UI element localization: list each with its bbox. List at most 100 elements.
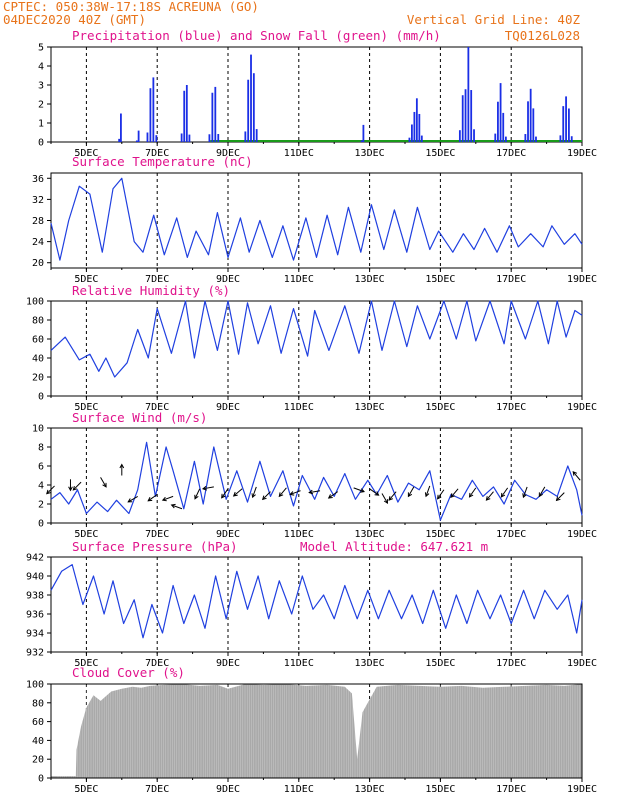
- temperature-series-line: [51, 178, 582, 260]
- humidity-x-tick-label: 13DEC: [355, 402, 385, 413]
- pressure-y-tick-label: 936: [26, 610, 44, 621]
- precipitation-bar: [209, 134, 211, 142]
- temperature-y-tick-label: 20: [32, 258, 44, 269]
- cloud-title: Cloud Cover (%): [72, 665, 185, 680]
- precipitation-bar: [118, 139, 120, 142]
- temperature-x-tick-label: 19DEC: [567, 274, 597, 285]
- precipitation-plot: 5DEC 7DEC 9DEC 11DEC 13DEC 15DEC 17DEC 19DEC012…: [38, 43, 597, 160]
- temperature-y-tick-label: 36: [32, 174, 44, 185]
- precipitation-bar: [217, 134, 219, 142]
- humidity-x-tick-label: 9DEC: [216, 402, 240, 413]
- pressure-y-tick-label: 934: [26, 629, 44, 640]
- precipitation-bar: [500, 83, 502, 142]
- temperature-x-tick-label: 13DEC: [355, 274, 385, 285]
- precipitation-y-tick-label: 0: [38, 138, 44, 149]
- humidity-y-tick-label: 20: [32, 373, 44, 384]
- precipitation-bar: [568, 108, 570, 142]
- precipitation-bar: [416, 98, 418, 142]
- precipitation-bar: [411, 124, 413, 142]
- cloud-y-tick-label: 80: [32, 698, 44, 709]
- precipitation-bar: [181, 133, 183, 142]
- cloud-x-tick-label: 19DEC: [567, 784, 597, 795]
- precipitation-bar: [505, 137, 507, 142]
- pressure-y-tick-label: 938: [26, 591, 44, 602]
- cloud-y-tick-label: 0: [38, 774, 44, 785]
- precipitation-bar: [183, 91, 185, 142]
- precipitation-x-tick-label: 11DEC: [284, 148, 314, 159]
- precipitation-y-tick-label: 5: [38, 43, 44, 54]
- pressure-model-altitude: Model Altitude: 647.621 m: [300, 539, 488, 554]
- humidity-panel: Relative Humidity (%) 5DEC 7DEC 9DEC 11DEC 1…: [26, 283, 597, 413]
- cloud-y-tick-label: 40: [32, 736, 44, 747]
- precipitation-bar: [138, 131, 140, 142]
- temperature-x-tick-label: 15DEC: [425, 274, 455, 285]
- precipitation-x-tick-label: 13DEC: [355, 148, 385, 159]
- humidity-x-tick-label: 15DEC: [425, 402, 455, 413]
- wind-y-tick-label: 8: [38, 443, 44, 454]
- wind-y-tick-label: 2: [38, 500, 44, 511]
- humidity-y-tick-label: 80: [32, 316, 44, 327]
- precipitation-y-tick-label: 3: [38, 81, 44, 92]
- humidity-y-tick-label: 100: [26, 297, 44, 308]
- temperature-y-tick-label: 28: [32, 216, 44, 227]
- pressure-x-tick-label: 15DEC: [425, 658, 455, 669]
- cloud-x-tick-label: 17DEC: [496, 784, 526, 795]
- humidity-y-tick-label: 0: [38, 392, 44, 403]
- precipitation-bar: [535, 137, 537, 142]
- wind-x-tick-label: 17DEC: [496, 529, 526, 540]
- precipitation-y-tick-label: 4: [38, 62, 44, 73]
- pressure-x-tick-label: 11DEC: [284, 658, 314, 669]
- precipitation-bar: [459, 130, 461, 142]
- wind-x-tick-label: 19DEC: [567, 529, 597, 540]
- precipitation-bar: [244, 131, 246, 142]
- precipitation-bar: [409, 138, 411, 142]
- precipitation-bar: [247, 80, 249, 142]
- humidity-y-tick-label: 60: [32, 335, 44, 346]
- cloud-plot: 5DEC 7DEC 9DEC 11DEC 13DEC 15DEC 17DEC 19DEC020…: [26, 680, 597, 796]
- cloud-y-tick-label: 60: [32, 717, 44, 728]
- wind-arrow-shaft: [263, 492, 271, 500]
- precipitation-bar: [473, 129, 475, 142]
- precipitation-bar: [560, 135, 562, 142]
- pressure-series-line: [51, 565, 582, 638]
- precipitation-bar: [494, 134, 496, 142]
- precipitation-bar: [462, 95, 464, 142]
- precipitation-bar: [502, 113, 504, 142]
- pressure-title: Surface Pressure (hPa): [72, 539, 238, 554]
- precipitation-bar: [256, 129, 258, 142]
- precipitation-bar: [186, 85, 188, 142]
- wind-arrow-shaft: [73, 482, 81, 490]
- precipitation-bar: [152, 77, 154, 142]
- humidity-x-tick-label: 11DEC: [284, 402, 314, 413]
- pressure-x-tick-label: 17DEC: [496, 658, 526, 669]
- precipitation-bar: [147, 133, 149, 142]
- humidity-title: Relative Humidity (%): [72, 283, 230, 298]
- precipitation-bar: [150, 88, 152, 142]
- cloud-x-tick-label: 5DEC: [74, 784, 98, 795]
- pressure-x-tick-label: 9DEC: [216, 658, 240, 669]
- cloud-x-tick-label: 7DEC: [145, 784, 169, 795]
- pressure-x-tick-label: 13DEC: [355, 658, 385, 669]
- precipitation-title: Precipitation (blue) and Snow Fall (gree…: [72, 28, 441, 43]
- humidity-x-tick-label: 17DEC: [496, 402, 526, 413]
- precipitation-bar: [189, 135, 191, 142]
- precipitation-bar: [120, 114, 122, 143]
- precipitation-bar: [418, 114, 420, 142]
- header-run-date: 04DEC2020 40Z (GMT): [3, 12, 146, 27]
- cloud-x-tick-label: 15DEC: [425, 784, 455, 795]
- humidity-series-line: [51, 301, 582, 377]
- precipitation-bar: [214, 87, 216, 142]
- cloud-x-tick-label: 13DEC: [355, 784, 385, 795]
- precipitation-x-tick-label: 17DEC: [496, 148, 526, 159]
- precipitation-bar: [532, 108, 534, 142]
- wind-y-tick-label: 10: [32, 424, 44, 435]
- precipitation-bar: [527, 101, 529, 142]
- temperature-y-tick-label: 24: [32, 237, 44, 248]
- precipitation-bar: [562, 106, 564, 142]
- precipitation-bar: [571, 136, 573, 142]
- pressure-panel: Surface Pressure (hPa) Model Altitude: 6…: [26, 539, 597, 669]
- wind-y-tick-label: 6: [38, 462, 44, 473]
- precipitation-bar: [465, 89, 467, 142]
- pressure-x-tick-label: 19DEC: [567, 658, 597, 669]
- temperature-x-tick-label: 11DEC: [284, 274, 314, 285]
